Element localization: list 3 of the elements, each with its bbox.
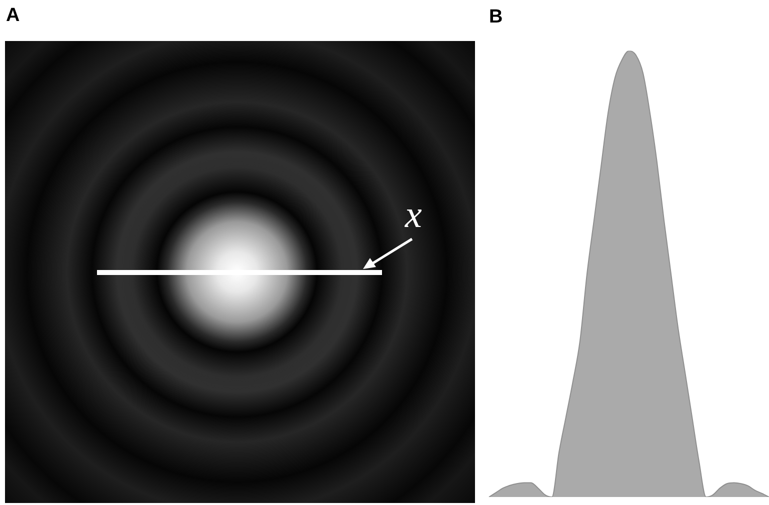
chart-title: B	[489, 6, 503, 28]
text: A	[6, 5, 20, 26]
text: x	[405, 194, 422, 236]
